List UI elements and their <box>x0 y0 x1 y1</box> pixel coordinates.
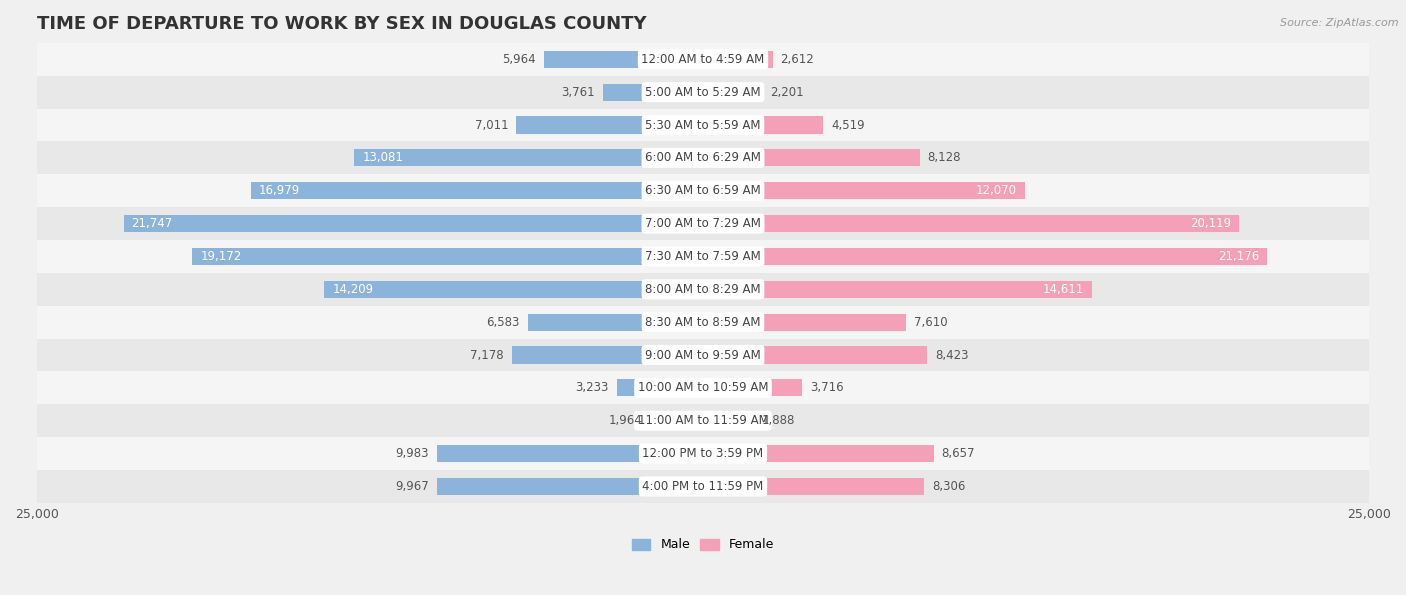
Bar <box>703 478 924 495</box>
Text: 13,081: 13,081 <box>363 151 404 164</box>
Bar <box>37 240 1369 273</box>
Bar <box>651 412 703 429</box>
Text: 10:00 AM to 10:59 AM: 10:00 AM to 10:59 AM <box>638 381 768 394</box>
Text: 6:00 AM to 6:29 AM: 6:00 AM to 6:29 AM <box>645 151 761 164</box>
Text: 12:00 AM to 4:59 AM: 12:00 AM to 4:59 AM <box>641 53 765 66</box>
Bar <box>703 281 1092 298</box>
Text: 1,964: 1,964 <box>609 414 643 427</box>
Text: 16,979: 16,979 <box>259 184 299 198</box>
Bar <box>37 109 1369 142</box>
Bar <box>617 380 703 396</box>
Bar <box>37 76 1369 109</box>
Text: 20,119: 20,119 <box>1189 217 1232 230</box>
Legend: Male, Female: Male, Female <box>627 534 779 556</box>
Bar <box>325 281 703 298</box>
Text: 8:00 AM to 8:29 AM: 8:00 AM to 8:29 AM <box>645 283 761 296</box>
Bar <box>703 314 905 331</box>
Text: 9:00 AM to 9:59 AM: 9:00 AM to 9:59 AM <box>645 349 761 362</box>
Text: 5:00 AM to 5:29 AM: 5:00 AM to 5:29 AM <box>645 86 761 99</box>
Text: 7,178: 7,178 <box>470 349 503 362</box>
Text: TIME OF DEPARTURE TO WORK BY SEX IN DOUGLAS COUNTY: TIME OF DEPARTURE TO WORK BY SEX IN DOUG… <box>37 15 647 33</box>
Bar <box>703 380 801 396</box>
Bar <box>703 149 920 167</box>
Text: 8:30 AM to 8:59 AM: 8:30 AM to 8:59 AM <box>645 316 761 328</box>
Bar <box>354 149 703 167</box>
Bar <box>37 142 1369 174</box>
Text: 4,519: 4,519 <box>831 118 865 131</box>
Text: 7:00 AM to 7:29 AM: 7:00 AM to 7:29 AM <box>645 217 761 230</box>
Bar <box>703 117 824 133</box>
Text: 6:30 AM to 6:59 AM: 6:30 AM to 6:59 AM <box>645 184 761 198</box>
Text: 5:30 AM to 5:59 AM: 5:30 AM to 5:59 AM <box>645 118 761 131</box>
Text: 3,233: 3,233 <box>575 381 609 394</box>
Bar <box>37 339 1369 371</box>
Text: Source: ZipAtlas.com: Source: ZipAtlas.com <box>1281 18 1399 28</box>
Text: 14,611: 14,611 <box>1043 283 1084 296</box>
Bar <box>37 207 1369 240</box>
Text: 8,657: 8,657 <box>942 447 976 460</box>
Text: 9,967: 9,967 <box>395 480 429 493</box>
Bar <box>512 346 703 364</box>
Text: 7:30 AM to 7:59 AM: 7:30 AM to 7:59 AM <box>645 250 761 263</box>
Bar <box>37 43 1369 76</box>
Bar <box>703 84 762 101</box>
Text: 12:00 PM to 3:59 PM: 12:00 PM to 3:59 PM <box>643 447 763 460</box>
Bar <box>703 445 934 462</box>
Bar <box>37 470 1369 503</box>
Text: 14,209: 14,209 <box>332 283 374 296</box>
Text: 8,128: 8,128 <box>928 151 962 164</box>
Bar <box>516 117 703 133</box>
Text: 2,612: 2,612 <box>780 53 814 66</box>
Bar <box>603 84 703 101</box>
Text: 8,306: 8,306 <box>932 480 966 493</box>
Bar <box>703 412 754 429</box>
Text: 12,070: 12,070 <box>976 184 1017 198</box>
Text: 7,011: 7,011 <box>475 118 508 131</box>
Bar <box>124 215 703 232</box>
Text: 21,176: 21,176 <box>1218 250 1260 263</box>
Bar <box>703 215 1239 232</box>
Text: 4:00 PM to 11:59 PM: 4:00 PM to 11:59 PM <box>643 480 763 493</box>
Text: 2,201: 2,201 <box>769 86 803 99</box>
Text: 9,983: 9,983 <box>395 447 429 460</box>
Bar <box>703 346 928 364</box>
Bar <box>250 182 703 199</box>
Text: 19,172: 19,172 <box>200 250 242 263</box>
Bar <box>37 273 1369 306</box>
Text: 8,423: 8,423 <box>935 349 969 362</box>
Bar <box>703 248 1267 265</box>
Bar <box>37 306 1369 339</box>
Bar <box>37 371 1369 405</box>
Bar <box>544 51 703 68</box>
Bar <box>527 314 703 331</box>
Bar <box>437 478 703 495</box>
Bar <box>437 445 703 462</box>
Text: 3,761: 3,761 <box>561 86 595 99</box>
Text: 11:00 AM to 11:59 AM: 11:00 AM to 11:59 AM <box>638 414 768 427</box>
Bar <box>37 174 1369 207</box>
Text: 21,747: 21,747 <box>132 217 173 230</box>
Bar <box>703 182 1025 199</box>
Text: 7,610: 7,610 <box>914 316 948 328</box>
Bar <box>37 437 1369 470</box>
Text: 5,964: 5,964 <box>502 53 536 66</box>
Text: 3,716: 3,716 <box>810 381 844 394</box>
Bar <box>703 51 772 68</box>
Text: 6,583: 6,583 <box>486 316 520 328</box>
Bar <box>193 248 703 265</box>
Text: 1,888: 1,888 <box>761 414 794 427</box>
Bar <box>37 405 1369 437</box>
